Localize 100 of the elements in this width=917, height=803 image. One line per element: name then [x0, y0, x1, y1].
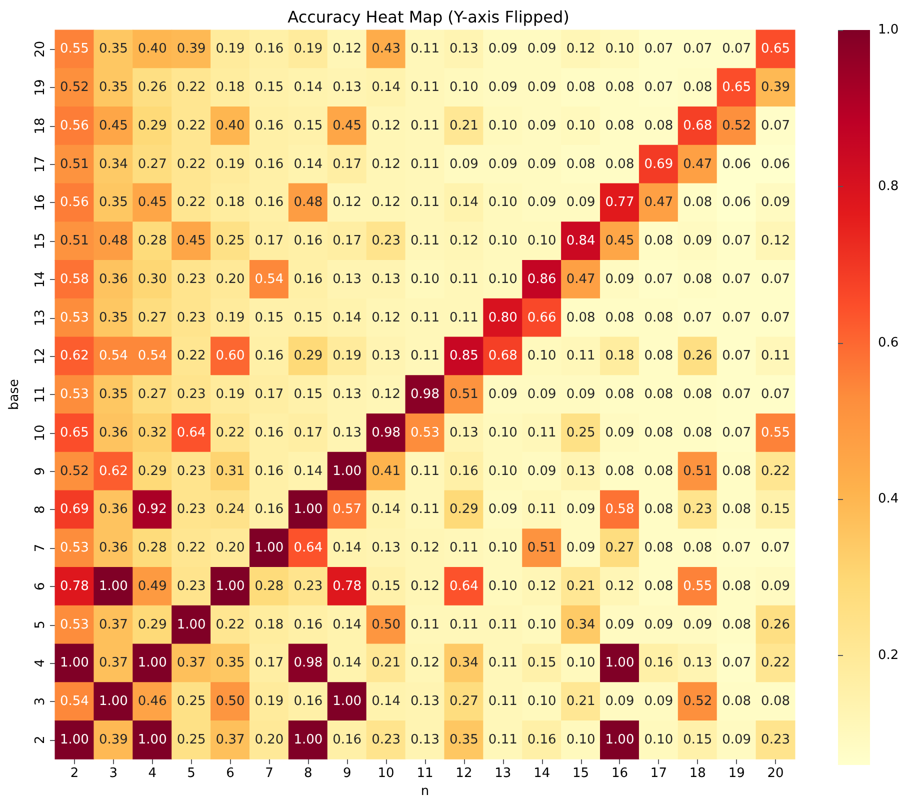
data-label: 0.08 — [605, 310, 634, 326]
data-label: 0.28 — [254, 578, 284, 594]
data-label: 0.09 — [566, 540, 596, 556]
data-label: 0.35 — [98, 310, 128, 326]
data-label: 0.98 — [410, 387, 440, 402]
data-label: 0.23 — [372, 234, 401, 249]
data-label: 0.12 — [605, 578, 634, 594]
data-label: 0.08 — [644, 310, 674, 326]
data-label: 0.16 — [254, 118, 284, 134]
data-label: 0.11 — [566, 348, 596, 364]
data-label: 0.09 — [527, 195, 556, 210]
data-label: 0.22 — [761, 464, 790, 479]
data-label: 0.22 — [176, 540, 206, 556]
data-label: 0.16 — [294, 234, 323, 249]
data-label: 0.18 — [216, 80, 245, 96]
data-label: 0.14 — [332, 540, 362, 556]
data-label: 0.20 — [216, 540, 245, 556]
data-label: 0.09 — [566, 195, 596, 210]
data-label: 0.30 — [138, 272, 167, 287]
data-label: 0.10 — [410, 272, 440, 287]
data-label: 0.15 — [294, 118, 323, 134]
data-label: 0.07 — [722, 310, 752, 326]
data-label: 0.07 — [683, 310, 712, 326]
data-label: 0.08 — [722, 617, 752, 632]
y-tick-label: 2 — [33, 736, 48, 744]
data-label: 0.49 — [138, 578, 167, 594]
data-label: 0.07 — [761, 118, 790, 134]
y-tick-label: 12 — [33, 348, 48, 364]
data-label: 0.16 — [254, 156, 284, 172]
data-label: 0.14 — [294, 464, 323, 479]
data-label: 0.47 — [566, 272, 596, 287]
x-tick-label: 8 — [304, 766, 312, 782]
data-label: 0.12 — [332, 195, 362, 210]
data-label: 0.09 — [605, 694, 634, 710]
data-label: 0.23 — [176, 310, 206, 326]
data-label: 0.26 — [761, 617, 790, 632]
data-label: 0.19 — [216, 310, 245, 326]
data-label: 0.07 — [761, 310, 790, 326]
data-label: 0.27 — [449, 694, 478, 710]
data-label: 0.11 — [488, 694, 518, 710]
data-label: 0.07 — [722, 656, 752, 671]
data-label: 0.09 — [566, 502, 596, 518]
data-label: 0.35 — [98, 387, 128, 402]
data-label: 0.08 — [605, 118, 634, 134]
data-label: 0.06 — [722, 195, 752, 210]
data-label: 0.09 — [605, 617, 634, 632]
data-label: 0.12 — [410, 540, 440, 556]
data-label: 0.10 — [644, 732, 674, 748]
data-label: 0.11 — [527, 502, 556, 518]
data-label: 0.09 — [488, 80, 518, 96]
data-label: 0.08 — [644, 118, 674, 134]
x-tick-label: 19 — [728, 766, 745, 782]
data-label: 0.16 — [332, 732, 362, 748]
data-label: 0.54 — [60, 694, 89, 710]
data-label: 0.37 — [98, 656, 128, 671]
data-label: 0.52 — [722, 118, 752, 134]
x-tick-label: 7 — [265, 766, 274, 782]
y-tick-label: 18 — [33, 118, 48, 134]
data-label: 0.09 — [761, 578, 790, 594]
data-label: 0.53 — [410, 425, 440, 440]
data-label: 0.15 — [527, 656, 556, 671]
data-label: 0.16 — [294, 617, 323, 632]
data-label: 0.10 — [527, 348, 556, 364]
data-label: 0.23 — [761, 732, 790, 748]
data-label: 0.12 — [372, 195, 401, 210]
data-label: 0.16 — [644, 656, 674, 671]
data-label: 1.00 — [98, 578, 128, 594]
data-label: 0.08 — [761, 694, 790, 710]
x-tick-label: 3 — [109, 766, 118, 782]
data-label: 0.29 — [294, 348, 323, 364]
data-label: 0.22 — [761, 656, 790, 671]
data-label: 0.60 — [216, 348, 245, 364]
x-tick-label: 17 — [650, 766, 667, 782]
data-label: 0.08 — [683, 272, 712, 287]
data-label: 0.27 — [138, 387, 167, 402]
data-label: 0.65 — [60, 425, 89, 440]
data-label: 0.09 — [644, 694, 674, 710]
data-label: 0.18 — [605, 348, 634, 364]
y-tick-label: 16 — [33, 194, 48, 211]
x-tick-label: 11 — [416, 766, 434, 782]
data-label: 0.92 — [138, 502, 167, 518]
data-label: 0.48 — [98, 234, 128, 249]
data-label: 0.16 — [254, 464, 284, 479]
x-tick-label: 9 — [342, 766, 352, 782]
data-label: 0.10 — [488, 195, 518, 210]
data-label: 0.48 — [294, 195, 323, 210]
data-label: 0.08 — [566, 310, 596, 326]
data-label: 0.22 — [176, 348, 206, 364]
data-label: 0.22 — [216, 425, 245, 440]
data-label: 0.16 — [527, 732, 556, 748]
data-label: 0.19 — [332, 348, 362, 364]
data-label: 0.45 — [98, 118, 128, 134]
data-label: 0.23 — [176, 464, 206, 479]
data-label: 0.15 — [372, 578, 401, 594]
data-label: 0.08 — [683, 540, 712, 556]
data-label: 0.11 — [410, 617, 440, 632]
data-label: 0.11 — [449, 272, 478, 287]
data-label: 0.47 — [683, 156, 712, 172]
data-label: 0.98 — [372, 425, 401, 440]
data-label: 0.10 — [449, 80, 478, 96]
